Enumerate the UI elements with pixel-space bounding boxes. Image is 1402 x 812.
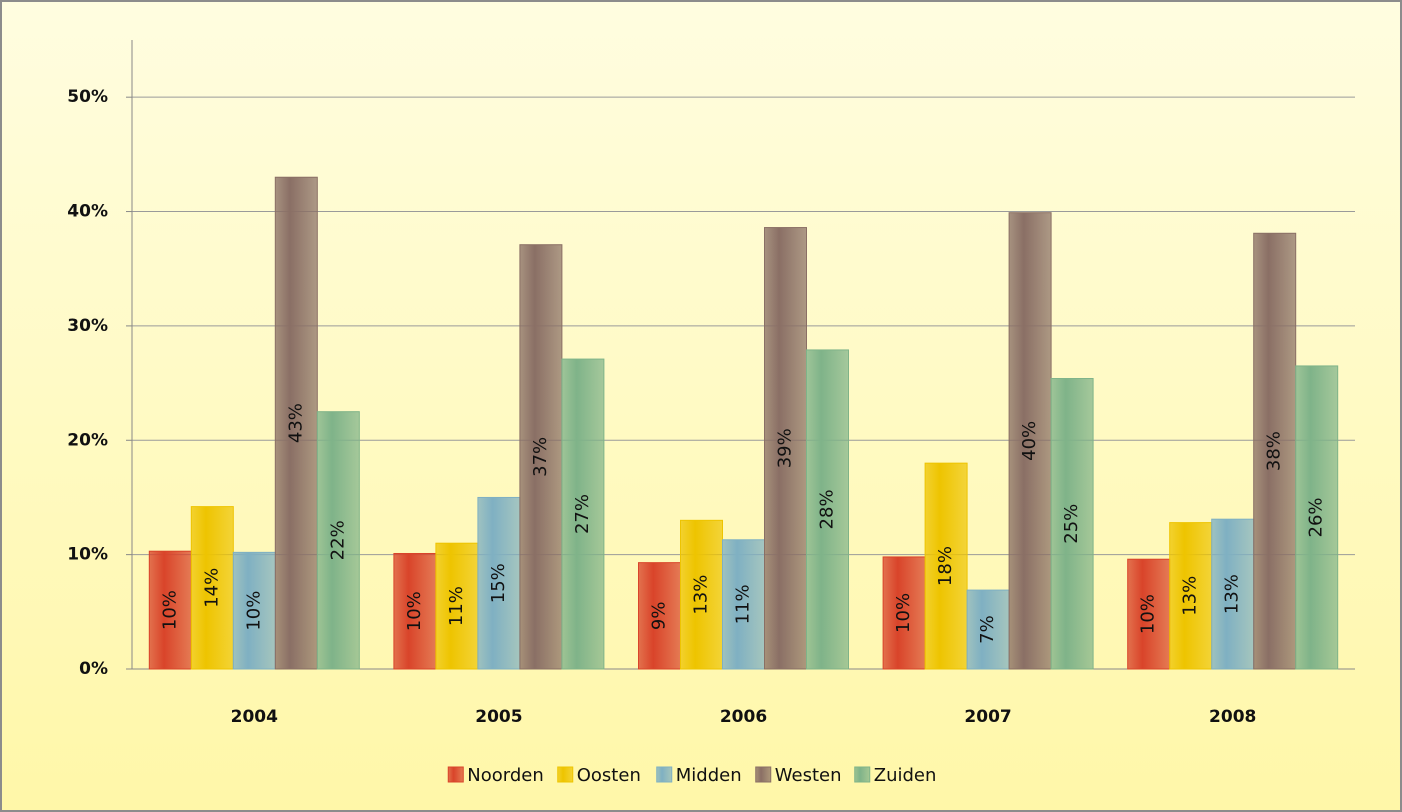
value-label: 37% <box>530 437 551 477</box>
value-label: 9% <box>649 602 670 631</box>
value-label: 40% <box>1019 421 1040 461</box>
value-label: 10% <box>893 593 914 633</box>
bar <box>1008 212 1052 670</box>
value-label: 27% <box>572 494 593 534</box>
legend-swatch <box>656 766 673 783</box>
legend-label: Oosten <box>577 765 641 786</box>
x-tick-label: 2007 <box>964 707 1011 727</box>
value-label: 11% <box>446 586 467 626</box>
value-label: 7% <box>977 615 998 644</box>
x-tick-label: 2004 <box>231 707 278 727</box>
bar <box>638 562 681 670</box>
bar <box>232 551 276 670</box>
value-label: 26% <box>1306 497 1327 537</box>
y-tick-label: 10% <box>67 545 108 565</box>
bar <box>1127 558 1171 670</box>
bar <box>477 496 521 670</box>
bar <box>519 244 563 670</box>
bar <box>966 589 1010 670</box>
value-label: 13% <box>691 575 712 615</box>
value-label: 25% <box>1061 504 1082 544</box>
legend-swatch <box>755 766 772 783</box>
value-label: 18% <box>935 546 956 586</box>
bar <box>764 227 807 670</box>
value-label: 14% <box>201 568 222 608</box>
bar <box>1295 365 1339 670</box>
x-tick-label: 2006 <box>720 707 767 727</box>
value-label: 38% <box>1264 431 1285 471</box>
x-tick-label: 2005 <box>475 707 522 727</box>
bar <box>316 411 360 670</box>
legend-swatch <box>557 766 574 783</box>
bar <box>680 519 723 670</box>
legend-label: Midden <box>676 765 742 786</box>
bar <box>722 539 765 670</box>
value-label: 22% <box>327 520 348 560</box>
value-label: 10% <box>404 591 425 631</box>
value-label: 13% <box>1180 576 1201 616</box>
value-label: 10% <box>243 591 264 631</box>
legend-swatch <box>854 766 871 783</box>
bar <box>1050 378 1094 670</box>
bar <box>1169 522 1213 670</box>
value-label: 10% <box>159 590 180 630</box>
y-tick-label: 30% <box>67 316 108 336</box>
value-label: 28% <box>817 489 838 529</box>
bar <box>393 552 437 670</box>
y-tick-label: 40% <box>67 202 108 222</box>
value-label: 15% <box>488 563 509 603</box>
bar <box>435 542 479 670</box>
value-label: 10% <box>1138 594 1159 634</box>
value-label: 13% <box>1222 574 1243 614</box>
bar <box>561 358 605 670</box>
value-label: 39% <box>775 428 796 468</box>
bar <box>806 349 849 670</box>
bar <box>882 556 926 670</box>
bar <box>1253 232 1297 670</box>
y-tick-label: 0% <box>79 659 108 679</box>
legend-label: Westen <box>775 765 842 786</box>
y-tick-label: 50% <box>67 87 108 107</box>
legend-label: Zuiden <box>874 765 937 786</box>
legend-swatch <box>447 766 464 783</box>
value-label: 11% <box>733 584 754 624</box>
x-tick-label: 2008 <box>1209 707 1256 727</box>
value-label: 43% <box>285 403 306 443</box>
bar <box>1211 518 1255 670</box>
y-tick-label: 20% <box>67 430 108 450</box>
legend-label: Noorden <box>467 765 543 786</box>
bar <box>924 462 968 670</box>
